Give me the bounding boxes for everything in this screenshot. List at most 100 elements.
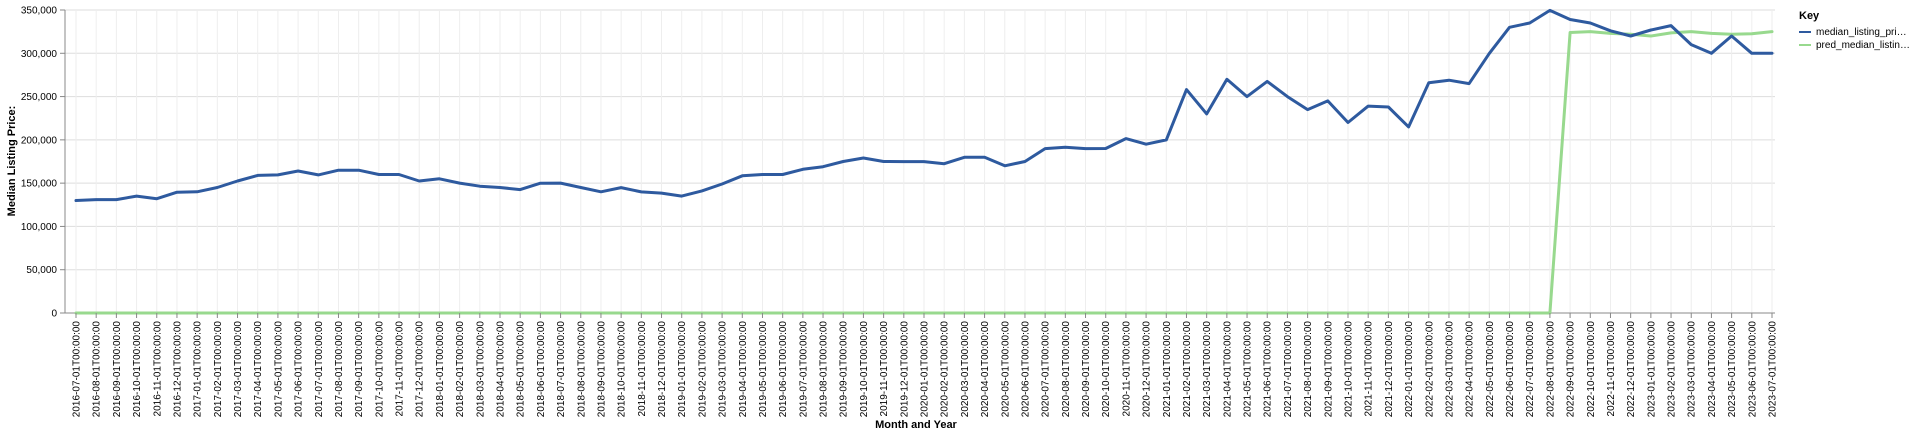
x-tick-label: 2018-07-01T00:00:00 (556, 321, 567, 418)
x-tick-label: 2022-01-01T00:00:00 (1404, 321, 1415, 418)
x-tick-label: 2019-04-01T00:00:00 (738, 321, 749, 418)
x-tick-label: 2020-03-01T00:00:00 (960, 321, 971, 418)
y-axis-title: Median Listing Price: (6, 106, 18, 217)
x-tick-label: 2019-02-01T00:00:00 (697, 321, 708, 418)
x-tick-label: 2020-05-01T00:00:00 (1000, 321, 1011, 418)
x-tick-label: 2019-09-01T00:00:00 (839, 321, 850, 418)
x-tick-label: 2021-06-01T00:00:00 (1263, 321, 1274, 418)
x-tick-label: 2023-02-01T00:00:00 (1667, 321, 1678, 418)
x-tick-label: 2021-08-01T00:00:00 (1303, 321, 1314, 418)
y-tick-label: 0 (51, 309, 57, 320)
x-tick-label: 2017-10-01T00:00:00 (374, 321, 385, 418)
y-tick-label: 100,000 (21, 222, 58, 233)
x-tick-label: 2016-11-01T00:00:00 (152, 321, 163, 417)
x-tick-label: 2020-04-01T00:00:00 (980, 321, 991, 418)
x-tick-label: 2018-04-01T00:00:00 (496, 321, 507, 418)
y-tick-label: 250,000 (21, 92, 58, 103)
x-tick-label: 2022-07-01T00:00:00 (1525, 321, 1536, 418)
x-tick-label: 2016-10-01T00:00:00 (132, 321, 143, 418)
x-tick-label: 2017-02-01T00:00:00 (213, 321, 224, 418)
x-tick-label: 2018-03-01T00:00:00 (475, 321, 486, 418)
x-tick-label: 2021-03-01T00:00:00 (1202, 321, 1213, 418)
x-tick-label: 2018-01-01T00:00:00 (435, 321, 446, 418)
x-tick-label: 2017-12-01T00:00:00 (415, 321, 426, 418)
x-tick-label: 2016-07-01T00:00:00 (72, 321, 83, 418)
x-tick-label: 2019-07-01T00:00:00 (798, 321, 809, 418)
x-tick-label: 2022-02-01T00:00:00 (1424, 321, 1435, 418)
x-tick-label: 2020-10-01T00:00:00 (1101, 321, 1112, 418)
x-tick-label: 2018-02-01T00:00:00 (455, 321, 466, 418)
x-tick-label: 2020-06-01T00:00:00 (1020, 321, 1031, 418)
x-tick-label: 2022-09-01T00:00:00 (1566, 321, 1577, 418)
x-tick-label: 2023-03-01T00:00:00 (1687, 321, 1698, 418)
x-tick-label: 2021-07-01T00:00:00 (1283, 321, 1294, 418)
x-tick-label: 2017-03-01T00:00:00 (233, 321, 244, 418)
x-tick-label: 2020-07-01T00:00:00 (1041, 321, 1052, 418)
x-tick-label: 2018-10-01T00:00:00 (617, 321, 628, 418)
x-tick-label: 2017-08-01T00:00:00 (334, 321, 345, 418)
x-tick-label: 2023-01-01T00:00:00 (1646, 321, 1657, 418)
x-tick-label: 2021-09-01T00:00:00 (1323, 321, 1334, 418)
legend-label-median: median_listing_pri… (1816, 27, 1907, 38)
x-tick-label: 2017-05-01T00:00:00 (273, 321, 284, 418)
x-tick-label: 2023-07-01T00:00:00 (1768, 321, 1779, 418)
x-tick-label: 2017-06-01T00:00:00 (294, 321, 305, 418)
x-tick-label: 2022-11-01T00:00:00 (1606, 321, 1617, 417)
x-tick-label: 2022-04-01T00:00:00 (1465, 321, 1476, 418)
x-tick-label: 2022-12-01T00:00:00 (1626, 321, 1637, 418)
x-tick-label: 2019-10-01T00:00:00 (859, 321, 870, 418)
x-tick-label: 2023-06-01T00:00:00 (1747, 321, 1758, 418)
x-tick-label: 2022-08-01T00:00:00 (1545, 321, 1556, 418)
x-tick-label: 2020-09-01T00:00:00 (1081, 321, 1092, 418)
x-tick-label: 2018-05-01T00:00:00 (516, 321, 527, 418)
x-tick-label: 2017-01-01T00:00:00 (193, 321, 204, 418)
x-tick-label: 2019-01-01T00:00:00 (677, 321, 688, 418)
x-tick-label: 2021-01-01T00:00:00 (1162, 321, 1173, 418)
x-tick-label: 2021-12-01T00:00:00 (1384, 321, 1395, 418)
x-tick-label: 2016-08-01T00:00:00 (92, 321, 103, 418)
y-tick-label: 350,000 (21, 6, 58, 17)
x-axis-ticks: 2016-07-01T00:00:00 2016-08-01T00:00:00 20… (72, 313, 1779, 417)
x-tick-label: 2022-03-01T00:00:00 (1444, 321, 1455, 418)
x-tick-label: 2016-12-01T00:00:00 (172, 321, 183, 418)
series-median-listing-price (74, 8, 1774, 202)
grid-lines (65, 9, 1775, 314)
x-tick-label: 2017-09-01T00:00:00 (354, 321, 365, 418)
x-tick-label: 2020-08-01T00:00:00 (1061, 321, 1072, 418)
legend-title: Key (1799, 10, 1820, 22)
legend-label-pred: pred_median_listin… (1816, 40, 1910, 51)
x-tick-label: 2021-02-01T00:00:00 (1182, 321, 1193, 418)
x-tick-label: 2017-07-01T00:00:00 (314, 321, 325, 418)
x-tick-label: 2018-09-01T00:00:00 (596, 321, 607, 418)
x-tick-label: 2019-05-01T00:00:00 (758, 321, 769, 418)
x-tick-label: 2019-03-01T00:00:00 (718, 321, 729, 418)
x-tick-label: 2020-12-01T00:00:00 (1142, 321, 1153, 418)
y-tick-label: 200,000 (21, 135, 58, 146)
x-tick-label: 2020-01-01T00:00:00 (920, 321, 931, 418)
x-tick-label: 2022-10-01T00:00:00 (1586, 321, 1597, 418)
x-tick-label: 2023-04-01T00:00:00 (1707, 321, 1718, 418)
x-tick-label: 2018-11-01T00:00:00 (637, 321, 648, 417)
x-tick-label: 2023-05-01T00:00:00 (1727, 321, 1738, 418)
y-axis-ticks: 0 50,000 100,000 150,000 200,000 250,000 300,0… (21, 6, 65, 320)
y-tick-label: 50,000 (26, 265, 57, 276)
x-tick-label: 2021-10-01T00:00:00 (1344, 321, 1355, 418)
x-tick-label: 2018-06-01T00:00:00 (536, 321, 547, 418)
x-tick-label: 2019-06-01T00:00:00 (778, 321, 789, 418)
x-tick-label: 2020-02-01T00:00:00 (940, 321, 951, 418)
x-tick-label: 2016-09-01T00:00:00 (112, 321, 123, 418)
y-tick-label: 150,000 (21, 179, 58, 190)
x-tick-label: 2021-05-01T00:00:00 (1243, 321, 1254, 418)
x-tick-label: 2019-08-01T00:00:00 (819, 321, 830, 418)
x-tick-label: 2017-04-01T00:00:00 (253, 321, 264, 418)
x-tick-label: 2022-05-01T00:00:00 (1485, 321, 1496, 418)
x-tick-label: 2019-12-01T00:00:00 (899, 321, 910, 418)
x-tick-label: 2018-12-01T00:00:00 (657, 321, 668, 418)
x-tick-label: 2021-11-01T00:00:00 (1364, 321, 1375, 417)
x-tick-label: 2017-11-01T00:00:00 (395, 321, 406, 417)
x-tick-label: 2021-04-01T00:00:00 (1222, 321, 1233, 418)
legend: Key median_listing_pri… pred_median_list… (1799, 10, 1910, 51)
y-tick-label: 300,000 (21, 49, 58, 60)
x-tick-label: 2019-11-01T00:00:00 (879, 321, 890, 417)
